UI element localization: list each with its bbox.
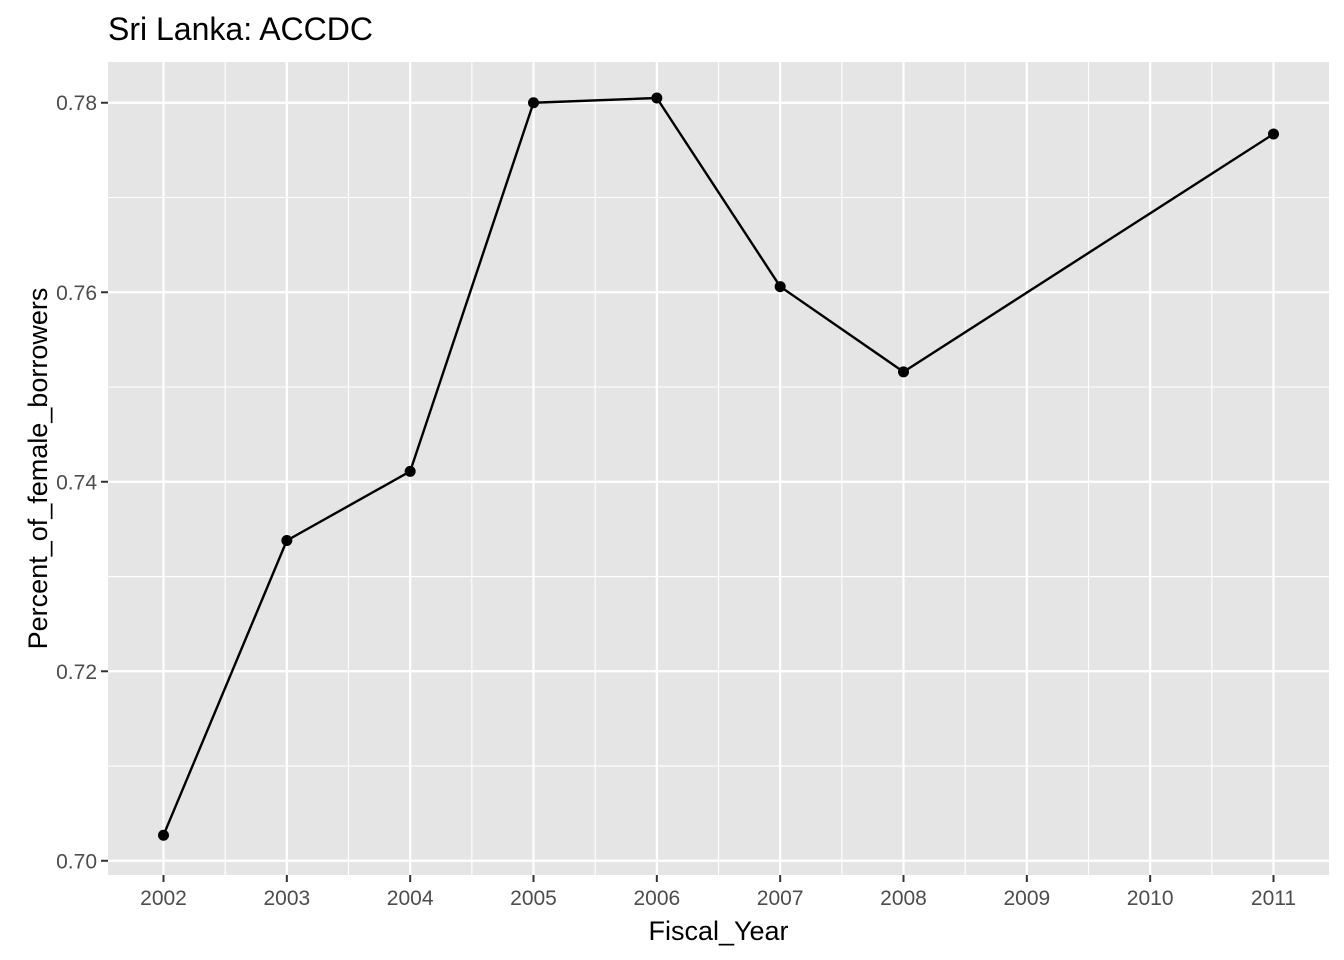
data-point [404,465,416,477]
y-axis: 0.70 0.72 0.74 0.76 0.78 [56,92,108,873]
y-tick-label: 0.76 [56,282,97,305]
y-tick-label: 0.70 [56,850,97,873]
data-point [281,535,293,547]
data-point [651,92,663,104]
data-point [898,366,909,378]
x-tick-label: 2002 [140,887,187,910]
data-point [528,97,539,109]
x-tick-label: 2008 [880,887,927,910]
data-point [158,829,169,841]
minor-gridlines [108,62,1329,875]
x-tick-label: 2011 [1251,887,1296,910]
y-tick-label: 0.72 [56,661,97,684]
y-tick-label: 0.78 [56,92,97,115]
x-tick-label: 2004 [387,887,434,910]
x-tick-label: 2003 [263,887,310,910]
x-axis-title: Fiscal_Year [648,916,788,946]
series-layer [158,92,1279,841]
major-gridlines [108,62,1329,875]
y-axis-title: Percent_of_female_borrowers [23,288,53,650]
data-point [774,281,786,293]
x-tick-label: 2005 [510,887,557,910]
x-tick-label: 2009 [1003,887,1050,910]
series-line [162,96,1275,836]
x-tick-label: 2007 [757,887,804,910]
chart-title: Sri Lanka: ACCDC [108,11,373,47]
x-tick-label: 2006 [633,887,680,910]
x-tick-label: 2010 [1127,887,1174,910]
x-axis: 2002 2003 2004 2005 2006 2007 2008 2009 2010 2011 [140,875,1296,910]
y-tick-label: 0.74 [56,471,97,494]
data-point [1268,128,1279,140]
